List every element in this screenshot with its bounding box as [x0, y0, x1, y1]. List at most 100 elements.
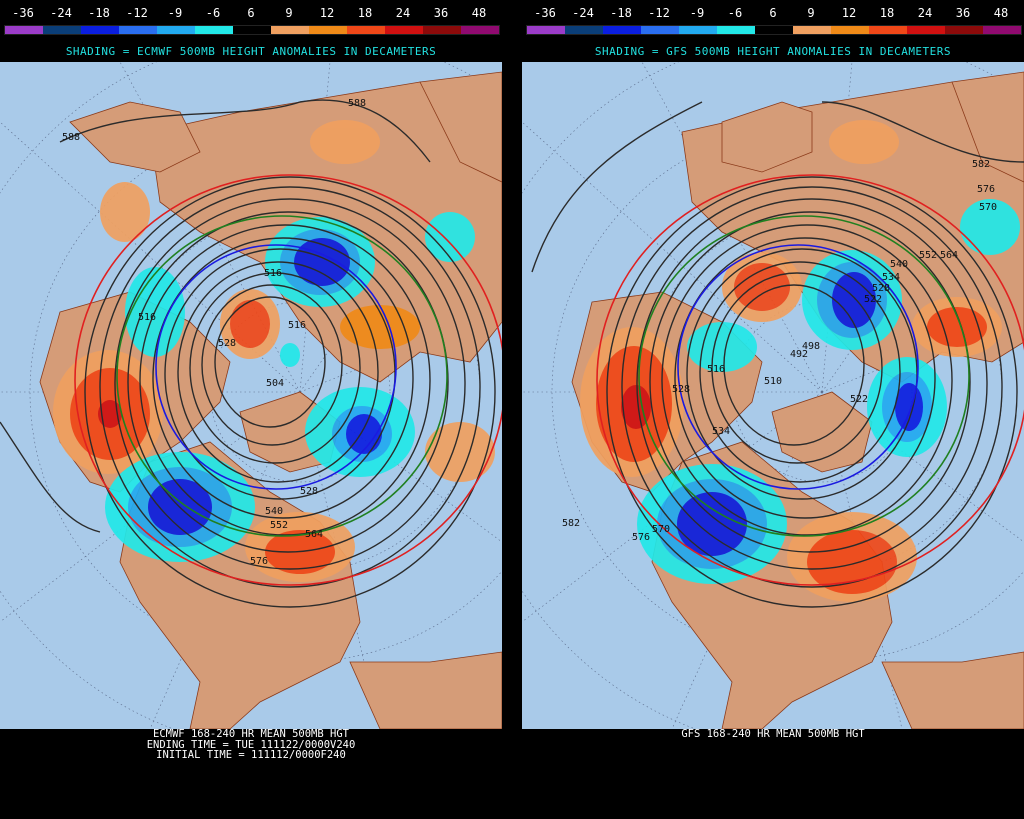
- contour-label: 576: [250, 556, 268, 567]
- legend-swatch: [755, 26, 793, 34]
- contour-label: 534: [712, 426, 730, 437]
- contour-label: 522: [864, 294, 882, 305]
- legend-swatch: [195, 26, 233, 34]
- gfs-footer: GFS 168-240 HR MEAN 500MB HGT: [522, 729, 1024, 740]
- legend-swatch: [527, 26, 565, 34]
- legend-swatch: [831, 26, 869, 34]
- shading-title: SHADING = ECMWF 500MB HEIGHT ANOMALIES I…: [65, 45, 437, 58]
- contour-label: 528: [872, 283, 890, 294]
- ecmwf-footer: ECMWF 168-240 HR MEAN 500MB HGT ENDING T…: [0, 729, 502, 761]
- legend-swatch: [81, 26, 119, 34]
- legend-swatch: [347, 26, 385, 34]
- legend-value: 36: [955, 6, 971, 20]
- contour-label: 528: [218, 338, 236, 349]
- contour-label: 492: [790, 349, 808, 360]
- legend-value: -9: [167, 6, 183, 20]
- contour-label: 540: [265, 506, 283, 517]
- legend-swatch: [461, 26, 499, 34]
- contour-label: 540: [890, 259, 908, 270]
- legend-value: 12: [319, 6, 335, 20]
- legend-swatch: [565, 26, 603, 34]
- contour-label: 516: [707, 364, 725, 375]
- legend-value: 18: [357, 6, 373, 20]
- legend-swatch: [385, 26, 423, 34]
- contour-label: 498: [802, 341, 820, 352]
- contour-label: 528: [672, 384, 690, 395]
- legend-value: -24: [50, 6, 72, 20]
- legend-value: -18: [610, 6, 632, 20]
- legend-value: 12: [841, 6, 857, 20]
- legend-value: -9: [689, 6, 705, 20]
- legend-swatch: [309, 26, 347, 34]
- contour-label: 516: [288, 320, 306, 331]
- legend-swatch: [869, 26, 907, 34]
- legend-swatch: [641, 26, 679, 34]
- legend-value: -24: [572, 6, 594, 20]
- legend-swatch: [119, 26, 157, 34]
- legend-value: -36: [12, 6, 34, 20]
- height-contours: [0, 99, 496, 608]
- contour-label: 552: [919, 250, 937, 261]
- legend-swatch: [793, 26, 831, 34]
- legend-swatch: [157, 26, 195, 34]
- contour-label: 516: [264, 268, 282, 279]
- contour-label: 534: [882, 272, 900, 283]
- contour-label: 582: [562, 518, 580, 529]
- contour-labels: 582 576 570 552 564 540 534 528 522 498 …: [562, 159, 997, 543]
- highlight-contours: [596, 174, 1024, 586]
- contour-label: 576: [632, 532, 650, 543]
- contour-label: 528: [300, 486, 318, 497]
- contour-label: 588: [348, 98, 366, 109]
- contour-label: 564: [940, 250, 958, 261]
- contour-label: 570: [652, 524, 670, 535]
- contour-label: 564: [305, 529, 323, 540]
- legend-value: -12: [126, 6, 148, 20]
- legend-value: 36: [433, 6, 449, 20]
- legend-swatch: [907, 26, 945, 34]
- legend-swatch: [717, 26, 755, 34]
- gfs-anomaly-map: 582 576 570 552 564 540 534 528 522 498 …: [522, 62, 1024, 729]
- legend-value: 6: [769, 6, 777, 20]
- contour-label: 582: [972, 159, 990, 170]
- legend-swatch: [983, 26, 1021, 34]
- ecmwf-anomaly-map: 588 588 516 516 528 516 504 528 540 552 …: [0, 62, 502, 729]
- contour-label: 516: [138, 312, 156, 323]
- legend-value: 24: [395, 6, 411, 20]
- shading-title: SHADING = GFS 500MB HEIGHT ANOMALIES IN …: [594, 45, 952, 58]
- footer-line: ECMWF 168-240 HR MEAN 500MB HGT: [153, 728, 349, 740]
- footer-line: ENDING TIME = TUE 111122/0000V240: [146, 738, 356, 751]
- contour-label: 576: [977, 184, 995, 195]
- ecmwf-panel: -36 -24 -18 -12 -9 -6 6 9 12 18 24 36 48 SHADING = E…: [0, 0, 502, 819]
- legend-swatch: [271, 26, 309, 34]
- legend-swatch: [679, 26, 717, 34]
- legend-value: -18: [88, 6, 110, 20]
- contour-label: 510: [764, 376, 782, 387]
- legend-value: 9: [285, 6, 293, 20]
- legend-value: -12: [648, 6, 670, 20]
- footer-line: INITIAL TIME = 111112/0000F240: [156, 749, 346, 761]
- footer-line: GFS 168-240 HR MEAN 500MB HGT: [681, 728, 865, 740]
- contour-label: 588: [62, 132, 80, 143]
- legend-swatch: [945, 26, 983, 34]
- panel-divider: [502, 0, 522, 819]
- height-contours: [531, 101, 1024, 608]
- legend-swatch: [43, 26, 81, 34]
- contour-label: 522: [850, 394, 868, 405]
- contour-label: 570: [979, 202, 997, 213]
- contour-label: 504: [266, 378, 284, 389]
- legend-swatch: [233, 26, 271, 34]
- anomaly-shading: [580, 120, 1020, 602]
- legend-swatch: [423, 26, 461, 34]
- legend-value: 18: [879, 6, 895, 20]
- contour-label: 552: [270, 520, 288, 531]
- legend-value: 24: [917, 6, 933, 20]
- legend-value: 48: [471, 6, 487, 20]
- legend-value: -6: [727, 6, 743, 20]
- highlight-contours: [74, 174, 502, 586]
- legend-value: 48: [993, 6, 1009, 20]
- gfs-panel: -36 -24 -18 -12 -9 -6 6 9 12 18 24 36 48 SHADING = G…: [522, 0, 1024, 819]
- legend-values: -36 -24 -18 -12 -9 -6 6 9 12 18 24 36 48: [0, 6, 502, 24]
- legend-swatch: [5, 26, 43, 34]
- legend-colorbar: [4, 25, 500, 35]
- legend-values: -36 -24 -18 -12 -9 -6 6 9 12 18 24 36 48: [522, 6, 1024, 24]
